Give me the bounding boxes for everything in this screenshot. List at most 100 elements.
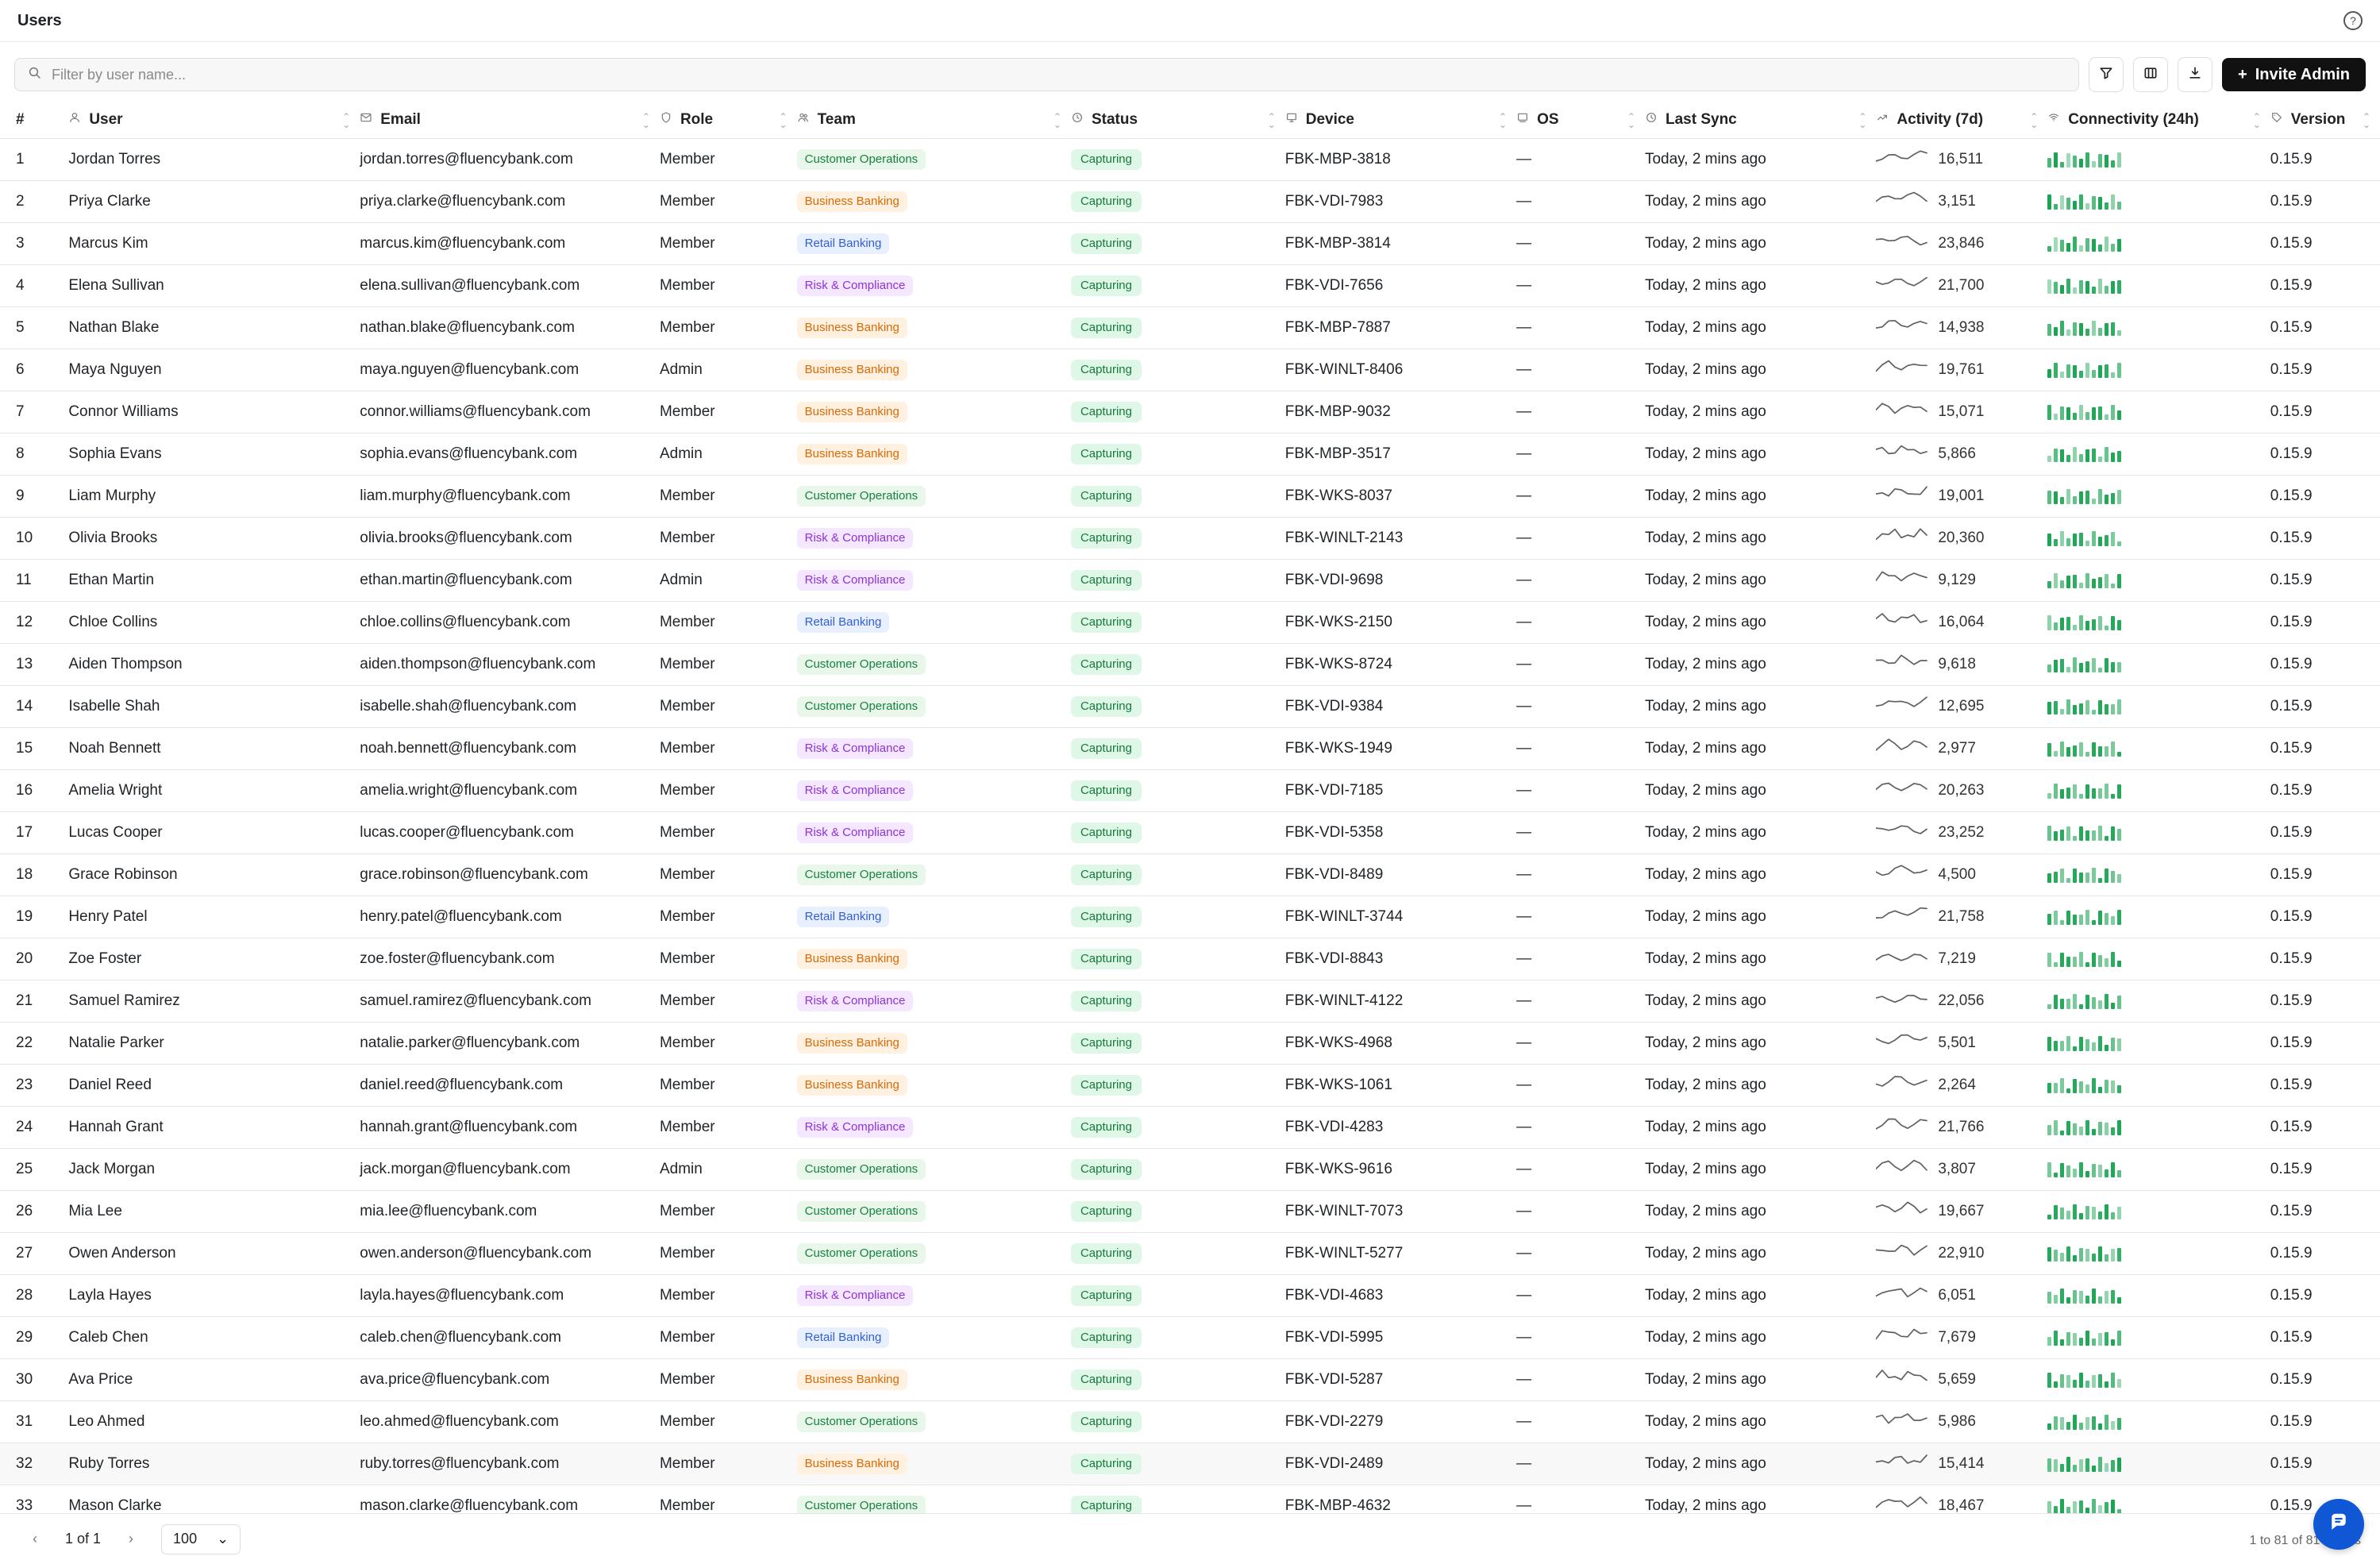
user-name[interactable]: Isabelle Shah [68,698,160,715]
column-header-last-sync[interactable]: Last Sync ⌃ ⌄ [1644,102,1877,139]
user-name[interactable]: Olivia Brooks [68,530,158,546]
table-row[interactable]: 7 Connor Williams connor.williams@fluencyb… [0,391,2380,433]
table-row[interactable]: 2 Priya Clarke priya.clarke@fluencybank.co… [0,180,2380,223]
search-box[interactable] [14,58,2080,91]
previous-page-button[interactable]: ‹ [21,1525,49,1554]
email-address[interactable]: samuel.ramirez@fluencybank.com [360,992,591,1009]
column-header-status[interactable]: Status ⌃ ⌄ [1070,102,1285,139]
user-name[interactable]: Liam Murphy [68,487,156,504]
user-name[interactable]: Zoe Foster [68,950,142,967]
email-address[interactable]: mason.clarke@fluencybank.com [360,1497,579,1514]
email-address[interactable]: chloe.collins@fluencybank.com [360,614,571,630]
sort-icon[interactable]: ⌃ ⌄ [2252,111,2261,130]
sort-icon[interactable]: ⌃ ⌄ [1627,111,1635,130]
table-row[interactable]: 1 Jordan Torres jordan.torres@fluencybank.… [0,138,2380,181]
table-row[interactable]: 8 Sophia Evans sophia.evans@fluencybank.co… [0,433,2380,476]
table-row[interactable]: 17 Lucas Cooper lucas.cooper@fluencybank.c… [0,811,2380,854]
table-row[interactable]: 23 Daniel Reed daniel.reed@fluencybank.com… [0,1064,2380,1107]
table-row[interactable]: 11 Ethan Martin ethan.martin@fluencybank.c… [0,559,2380,602]
column-header-team[interactable]: Team ⌃ ⌄ [796,102,1071,139]
sort-icon[interactable]: ⌃ ⌄ [641,111,650,130]
email-address[interactable]: natalie.parker@fluencybank.com [360,1034,580,1051]
download-button[interactable] [2178,57,2213,92]
user-name[interactable]: Connor Williams [68,403,179,420]
user-name[interactable]: Grace Robinson [68,866,178,883]
table-row[interactable]: 16 Amelia Wright amelia.wright@fluencybank… [0,769,2380,812]
user-name[interactable]: Elena Sullivan [68,277,164,294]
chat-button[interactable] [2313,1499,2364,1550]
table-row[interactable]: 5 Nathan Blake nathan.blake@fluencybank.co… [0,306,2380,349]
user-name[interactable]: Henry Patel [68,908,148,925]
table-row[interactable]: 22 Natalie Parker natalie.parker@fluencyba… [0,1022,2380,1065]
user-name[interactable]: Ethan Martin [68,572,155,588]
table-row[interactable]: 31 Leo Ahmed leo.ahmed@fluencybank.com Memb… [0,1400,2380,1443]
table-row[interactable]: 30 Ava Price ava.price@fluencybank.com Memb… [0,1358,2380,1401]
user-name[interactable]: Jordan Torres [68,151,161,168]
email-address[interactable]: ethan.martin@fluencybank.com [360,572,572,588]
email-address[interactable]: sophia.evans@fluencybank.com [360,445,578,462]
email-address[interactable]: connor.williams@fluencybank.com [360,403,591,420]
email-address[interactable]: priya.clarke@fluencybank.com [360,193,566,210]
email-address[interactable]: amelia.wright@fluencybank.com [360,782,578,799]
email-address[interactable]: ava.price@fluencybank.com [360,1371,550,1388]
table-row[interactable]: 25 Jack Morgan jack.morgan@fluencybank.com… [0,1148,2380,1191]
user-name[interactable]: Owen Anderson [68,1245,176,1262]
user-name[interactable]: Aiden Thompson [68,656,183,672]
user-name[interactable]: Jack Morgan [68,1161,156,1177]
email-address[interactable]: ruby.torres@fluencybank.com [360,1455,560,1472]
sort-icon[interactable]: ⌃ ⌄ [2030,111,2039,130]
table-row[interactable]: 19 Henry Patel henry.patel@fluencybank.com… [0,896,2380,938]
filter-button[interactable] [2089,57,2124,92]
page-size-select[interactable]: 100 ⌄ [161,1524,241,1554]
email-address[interactable]: isabelle.shah@fluencybank.com [360,698,577,715]
email-address[interactable]: owen.anderson@fluencybank.com [360,1245,592,1262]
table-row[interactable]: 20 Zoe Foster zoe.foster@fluencybank.com Me… [0,938,2380,980]
column-header-role[interactable]: Role ⌃ ⌄ [659,102,797,139]
help-icon[interactable]: ? [2343,11,2363,30]
search-input[interactable] [50,65,2066,84]
user-name[interactable]: Amelia Wright [68,782,163,799]
column-header-connectivity-24h[interactable]: Connectivity (24h) ⌃ ⌄ [2047,102,2270,139]
table-row[interactable]: 24 Hannah Grant hannah.grant@fluencybank.c… [0,1106,2380,1149]
table-row[interactable]: 27 Owen Anderson owen.anderson@fluencybank… [0,1232,2380,1275]
table-row[interactable]: 3 Marcus Kim marcus.kim@fluencybank.com Mem… [0,222,2380,265]
next-page-button[interactable]: › [117,1525,145,1554]
email-address[interactable]: hannah.grant@fluencybank.com [360,1119,578,1135]
table-row[interactable]: 26 Mia Lee mia.lee@fluencybank.com Member Cu… [0,1190,2380,1233]
table-row[interactable]: 6 Maya Nguyen maya.nguyen@fluencybank.com A… [0,349,2380,391]
user-name[interactable]: Samuel Ramirez [68,992,180,1009]
sort-icon[interactable]: ⌃ ⌄ [779,111,788,130]
table-row[interactable]: 10 Olivia Brooks olivia.brooks@fluencybank… [0,517,2380,560]
sort-icon[interactable]: ⌃ ⌄ [1267,111,1276,130]
user-name[interactable]: Chloe Collins [68,614,158,630]
email-address[interactable]: caleb.chen@fluencybank.com [360,1329,562,1346]
email-address[interactable]: aiden.thompson@fluencybank.com [360,656,596,672]
table-row[interactable]: 14 Isabelle Shah isabelle.shah@fluencybank… [0,685,2380,728]
user-name[interactable]: Maya Nguyen [68,361,162,378]
user-name[interactable]: Lucas Cooper [68,824,163,841]
email-address[interactable]: layla.hayes@fluencybank.com [360,1287,564,1304]
email-address[interactable]: henry.patel@fluencybank.com [360,908,562,925]
user-name[interactable]: Noah Bennett [68,740,161,757]
column-header-version[interactable]: Version ⌃ ⌄ [2270,102,2380,139]
table-row[interactable]: 18 Grace Robinson grace.robinson@fluencyba… [0,853,2380,896]
email-address[interactable]: marcus.kim@fluencybank.com [360,235,566,252]
sort-icon[interactable]: ⌃ ⌄ [2362,111,2370,130]
user-name[interactable]: Ruby Torres [68,1455,150,1472]
column-header-device[interactable]: Device ⌃ ⌄ [1284,102,1517,139]
user-name[interactable]: Layla Hayes [68,1287,152,1304]
user-name[interactable]: Nathan Blake [68,319,160,336]
email-address[interactable]: noah.bennett@fluencybank.com [360,740,577,757]
user-name[interactable]: Caleb Chen [68,1329,148,1346]
email-address[interactable]: nathan.blake@fluencybank.com [360,319,575,336]
table-row[interactable]: 15 Noah Bennett noah.bennett@fluencybank.c… [0,727,2380,770]
sort-icon[interactable]: ⌃ ⌄ [342,111,351,130]
email-address[interactable]: zoe.foster@fluencybank.com [360,950,555,967]
table-row[interactable]: 29 Caleb Chen caleb.chen@fluencybank.com Me… [0,1316,2380,1359]
column-header-index[interactable]: # [0,102,69,139]
user-name[interactable]: Ava Price [68,1371,133,1388]
user-name[interactable]: Mason Clarke [68,1497,162,1514]
user-name[interactable]: Marcus Kim [68,235,148,252]
column-header-os[interactable]: OS ⌃ ⌄ [1516,102,1645,139]
table-row[interactable]: 4 Elena Sullivan elena.sullivan@fluencyban… [0,264,2380,307]
